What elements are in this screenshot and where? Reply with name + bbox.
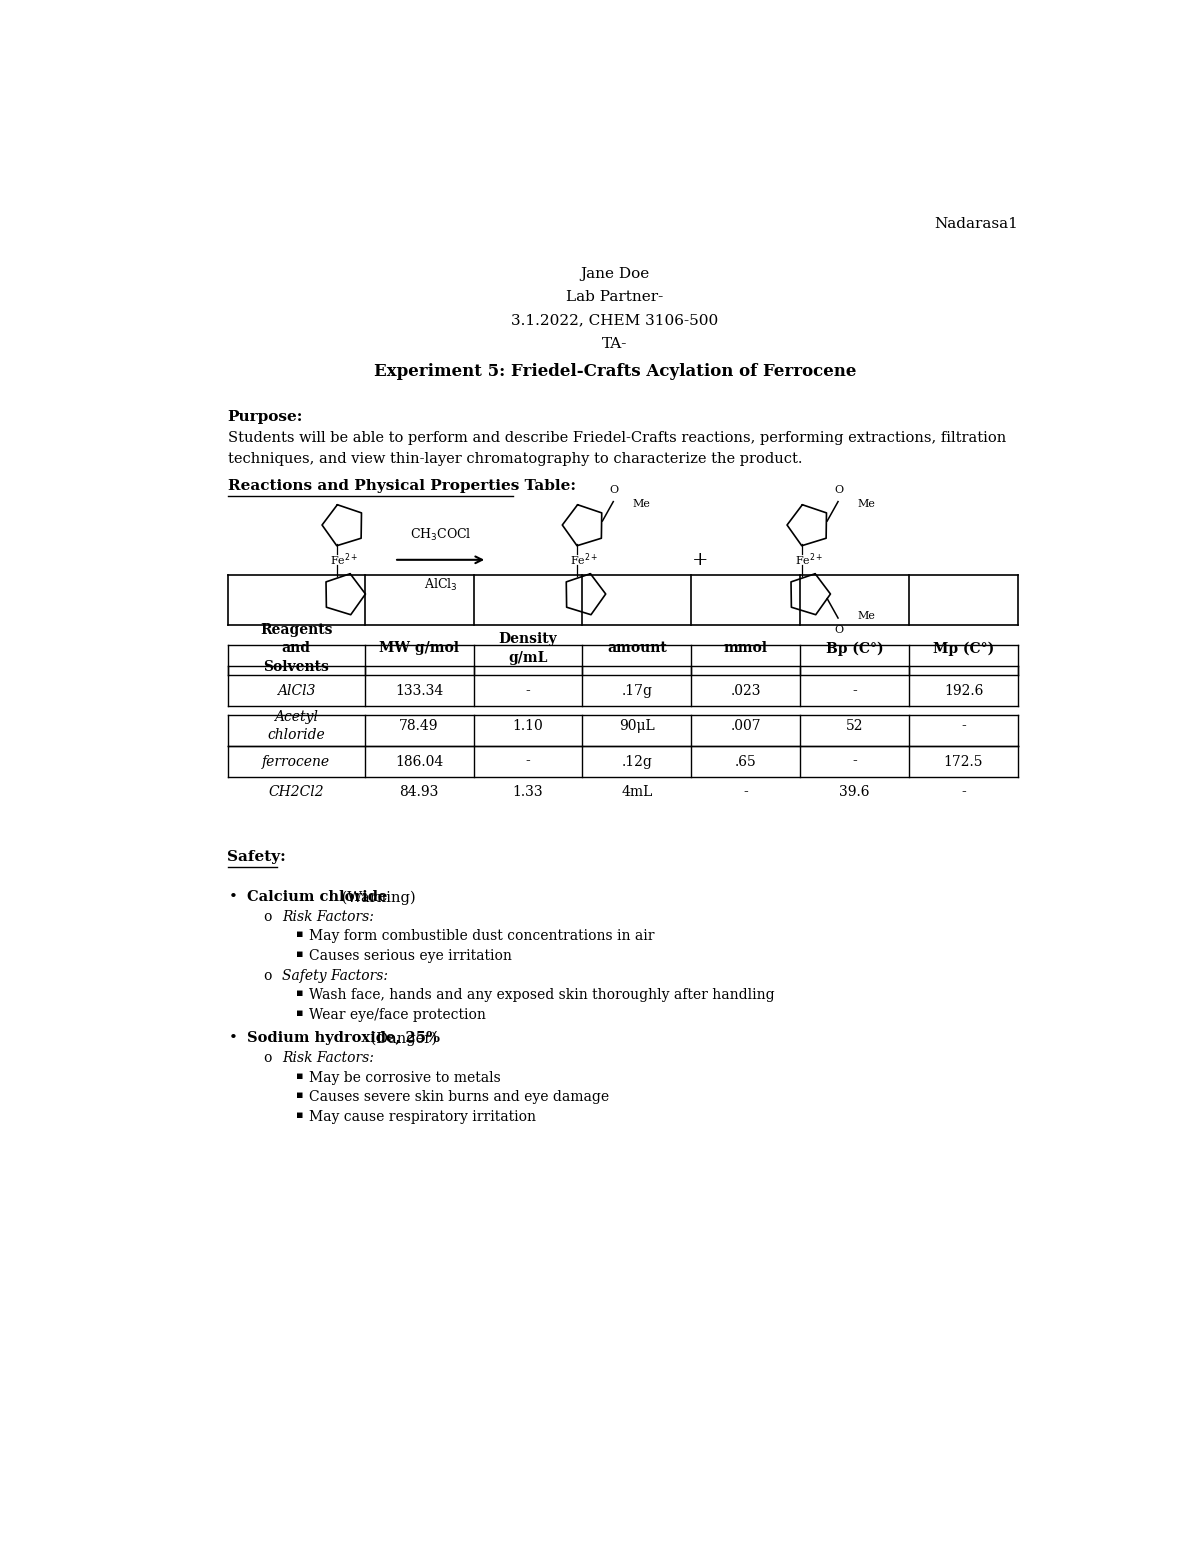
Text: 90μL: 90μL bbox=[619, 719, 655, 733]
Text: (Warning): (Warning) bbox=[337, 890, 416, 904]
Text: Safety Factors:: Safety Factors: bbox=[282, 969, 388, 983]
Text: 1.33: 1.33 bbox=[512, 786, 544, 800]
Text: Purpose:: Purpose: bbox=[228, 410, 302, 424]
Text: 3.1.2022, CHEM 3106-500: 3.1.2022, CHEM 3106-500 bbox=[511, 314, 719, 328]
Text: Mp (C°): Mp (C°) bbox=[932, 641, 994, 655]
Text: .17g: .17g bbox=[622, 683, 653, 697]
Text: Reactions and Physical Properties Table:: Reactions and Physical Properties Table: bbox=[228, 478, 576, 492]
Text: .007: .007 bbox=[731, 719, 761, 733]
Text: mmol: mmol bbox=[724, 641, 768, 655]
Text: ▪: ▪ bbox=[296, 988, 304, 999]
Text: Experiment 5: Friedel-Crafts Acylation of Ferrocene: Experiment 5: Friedel-Crafts Acylation o… bbox=[374, 363, 856, 380]
Text: O: O bbox=[610, 485, 619, 495]
Text: Causes serious eye irritation: Causes serious eye irritation bbox=[308, 949, 511, 963]
Text: Students will be able to perform and describe Friedel-Crafts reactions, performi: Students will be able to perform and des… bbox=[228, 432, 1006, 446]
Text: O: O bbox=[834, 624, 844, 635]
Text: Bp (C°): Bp (C°) bbox=[826, 641, 883, 655]
Text: o: o bbox=[264, 969, 272, 983]
Text: amount: amount bbox=[607, 641, 667, 655]
Text: ▪: ▪ bbox=[296, 1008, 304, 1017]
Text: 1.10: 1.10 bbox=[512, 719, 544, 733]
Text: 39.6: 39.6 bbox=[840, 786, 870, 800]
Text: Sodium hydroxide, 25%: Sodium hydroxide, 25% bbox=[247, 1031, 440, 1045]
Text: Fe$^{2+}$: Fe$^{2+}$ bbox=[794, 551, 823, 568]
Text: Me: Me bbox=[632, 499, 650, 509]
Text: -: - bbox=[852, 683, 857, 697]
Text: Density
g/mL: Density g/mL bbox=[498, 632, 557, 665]
Text: .65: .65 bbox=[734, 755, 757, 769]
Text: 172.5: 172.5 bbox=[944, 755, 983, 769]
Text: -: - bbox=[526, 755, 530, 769]
Text: TA-: TA- bbox=[602, 337, 628, 351]
Text: Fe$^{2+}$: Fe$^{2+}$ bbox=[330, 551, 358, 568]
Text: May cause respiratory irritation: May cause respiratory irritation bbox=[308, 1110, 536, 1124]
Text: Calcium chloride: Calcium chloride bbox=[247, 890, 388, 904]
Text: -: - bbox=[852, 755, 857, 769]
Text: o: o bbox=[264, 1051, 272, 1065]
Text: CH2Cl2: CH2Cl2 bbox=[269, 786, 324, 800]
Text: Reagents
and
Solvents: Reagents and Solvents bbox=[260, 623, 332, 674]
Text: ferrocene: ferrocene bbox=[262, 755, 330, 769]
Text: •: • bbox=[228, 890, 238, 904]
Text: Risk Factors:: Risk Factors: bbox=[282, 910, 373, 924]
Text: May be corrosive to metals: May be corrosive to metals bbox=[308, 1070, 500, 1084]
Text: Nadarasa1: Nadarasa1 bbox=[934, 217, 1018, 231]
Text: 192.6: 192.6 bbox=[944, 683, 983, 697]
Text: AlCl$_3$: AlCl$_3$ bbox=[424, 576, 457, 593]
Text: Causes severe skin burns and eye damage: Causes severe skin burns and eye damage bbox=[308, 1090, 610, 1104]
Text: (Danger): (Danger) bbox=[366, 1031, 437, 1045]
Text: •: • bbox=[228, 1031, 238, 1045]
Text: techniques, and view thin-layer chromatography to characterize the product.: techniques, and view thin-layer chromato… bbox=[228, 452, 802, 466]
Text: O: O bbox=[834, 485, 844, 495]
Text: Lab Partner-: Lab Partner- bbox=[566, 290, 664, 304]
Text: May form combustible dust concentrations in air: May form combustible dust concentrations… bbox=[308, 929, 654, 943]
Text: Me: Me bbox=[858, 610, 876, 621]
Text: .12g: .12g bbox=[622, 755, 653, 769]
Text: o: o bbox=[264, 910, 272, 924]
Text: ▪: ▪ bbox=[296, 929, 304, 940]
Text: +: + bbox=[692, 551, 708, 568]
Text: AlCl3: AlCl3 bbox=[277, 683, 316, 697]
Text: -: - bbox=[526, 683, 530, 697]
Text: -: - bbox=[961, 719, 966, 733]
Text: Risk Factors:: Risk Factors: bbox=[282, 1051, 373, 1065]
Text: 4mL: 4mL bbox=[622, 786, 653, 800]
Text: Fe$^{2+}$: Fe$^{2+}$ bbox=[570, 551, 599, 568]
Text: Acetyl
chloride: Acetyl chloride bbox=[268, 710, 325, 742]
Text: MW g/mol: MW g/mol bbox=[379, 641, 460, 655]
Text: CH$_3$COCl: CH$_3$COCl bbox=[410, 526, 472, 544]
Text: Wear eye/face protection: Wear eye/face protection bbox=[308, 1008, 486, 1022]
Text: 186.04: 186.04 bbox=[395, 755, 443, 769]
Text: ▪: ▪ bbox=[296, 1090, 304, 1101]
Text: ▪: ▪ bbox=[296, 949, 304, 960]
Text: ▪: ▪ bbox=[296, 1070, 304, 1081]
Text: 133.34: 133.34 bbox=[395, 683, 443, 697]
Text: ▪: ▪ bbox=[296, 1110, 304, 1120]
Text: -: - bbox=[743, 786, 748, 800]
Text: -: - bbox=[961, 786, 966, 800]
Text: 78.49: 78.49 bbox=[400, 719, 439, 733]
Text: 84.93: 84.93 bbox=[400, 786, 439, 800]
Text: .023: .023 bbox=[731, 683, 761, 697]
Text: Jane Doe: Jane Doe bbox=[581, 267, 649, 281]
Text: 52: 52 bbox=[846, 719, 864, 733]
Text: Wash face, hands and any exposed skin thoroughly after handling: Wash face, hands and any exposed skin th… bbox=[308, 988, 774, 1002]
Text: Me: Me bbox=[858, 499, 876, 509]
Text: Safety:: Safety: bbox=[228, 849, 287, 863]
